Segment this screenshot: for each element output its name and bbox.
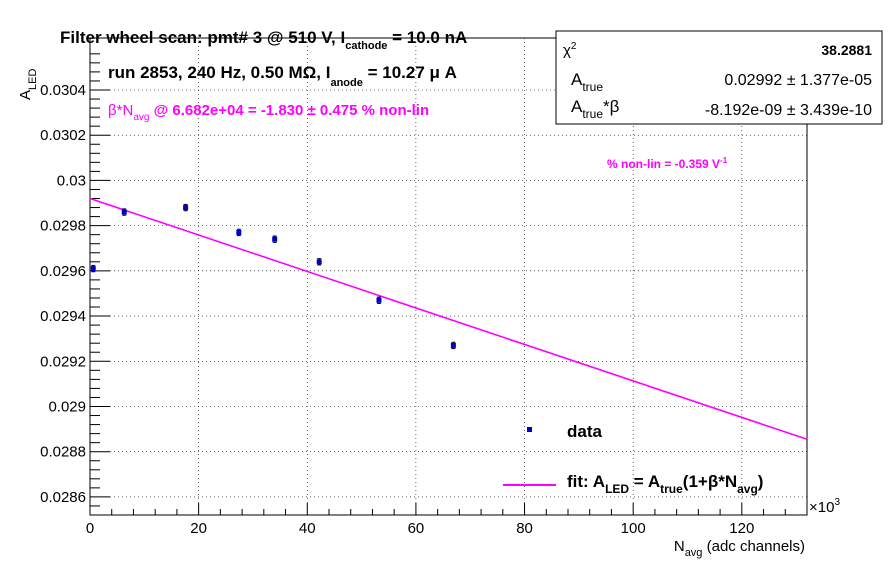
y-tick-label: 0.0288 bbox=[40, 444, 86, 461]
x-axis-multiplier: ×103 bbox=[809, 497, 840, 516]
chi2-label: χ2 bbox=[563, 41, 577, 59]
fit-line bbox=[89, 197, 808, 441]
x-tick-label: 60 bbox=[408, 520, 425, 537]
data-point bbox=[121, 209, 127, 215]
data-point bbox=[450, 342, 456, 348]
x-tick-label: 100 bbox=[621, 520, 646, 537]
y-tick-label: 0.03 bbox=[57, 172, 86, 189]
y-tick-label: 0.0296 bbox=[40, 263, 86, 280]
fit-series bbox=[89, 197, 808, 441]
x-tick-label: 120 bbox=[729, 520, 754, 537]
chart-title: Filter wheel scan: pmt# 3 @ 510 V, Icath… bbox=[60, 28, 467, 52]
y-tick-label: 0.0286 bbox=[40, 489, 86, 506]
y-tick-label: 0.0304 bbox=[40, 82, 86, 99]
data-point bbox=[183, 205, 189, 211]
chi2-value: 38.2881 bbox=[821, 42, 872, 58]
legend: data fit: ALED = Atrue(1+β*Navg) bbox=[503, 422, 763, 496]
y-tick-label: 0.0292 bbox=[40, 353, 86, 370]
data-point bbox=[236, 229, 242, 235]
x-tick-label: 20 bbox=[190, 520, 207, 537]
y-tick-label: 0.029 bbox=[48, 398, 86, 415]
y-axis-label: ALED bbox=[17, 69, 39, 100]
legend-fit-label: fit: ALED = Atrue(1+β*Navg) bbox=[567, 472, 763, 496]
x-tick-label: 40 bbox=[299, 520, 316, 537]
y-tick-label: 0.0298 bbox=[40, 218, 86, 235]
x-axis-label: Navg (adc channels) bbox=[674, 538, 805, 559]
data-point bbox=[90, 266, 96, 272]
atrue-value: 0.02992 ± 1.377e-05 bbox=[724, 72, 872, 89]
data-point bbox=[376, 297, 382, 303]
data-series bbox=[90, 203, 456, 350]
data-point bbox=[316, 259, 322, 265]
y-axis: 0.0286 0.0288 0.029 0.0292 0.0294 0.0296 0.029… bbox=[40, 53, 110, 507]
atrue-beta-label: Atrue*β bbox=[571, 97, 620, 121]
plot-frame bbox=[89, 37, 808, 516]
nonlin-per-volt-annotation: % non-lin = -0.359 V-1 bbox=[607, 156, 728, 171]
x-tick-label: 0 bbox=[86, 520, 94, 537]
data-point bbox=[272, 236, 278, 242]
legend-data-label: data bbox=[567, 422, 603, 441]
run-info: run 2853, 240 Hz, 0.50 MΩ, Ianode = 10.2… bbox=[108, 63, 457, 89]
y-tick-label: 0.0302 bbox=[40, 127, 86, 144]
atrue-label: Atrue bbox=[571, 70, 603, 94]
x-axis: 0 20 40 60 80 100 120 bbox=[86, 503, 808, 537]
y-tick-label: 0.0294 bbox=[40, 308, 86, 325]
fit-stats-box: χ2 38.2881 Atrue 0.02992 ± 1.377e-05 Atr… bbox=[555, 30, 883, 125]
atrue-beta-value: -8.192e-09 ± 3.439e-10 bbox=[705, 102, 872, 119]
legend-data-marker bbox=[527, 427, 532, 432]
x-tick-label: 80 bbox=[516, 520, 533, 537]
beta-nonlin-annotation: β*Navg @ 6.682e+04 = -1.830 ± 0.475 % no… bbox=[108, 102, 429, 123]
